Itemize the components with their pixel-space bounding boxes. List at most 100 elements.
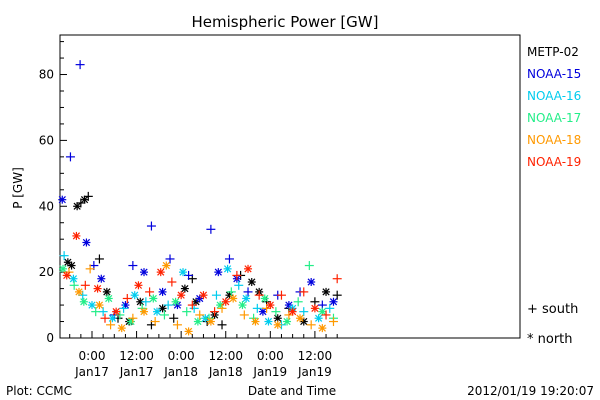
x-axis-label: Date and Time — [248, 384, 336, 398]
legend-noaa-19: NOAA-19 — [527, 155, 581, 169]
x-tick-label: 12:00 — [298, 349, 333, 363]
point-noaa-19-south — [232, 270, 242, 280]
series-legend: METP-02 NOAA-15 NOAA-16 NOAA-17 NOAA-18 NOAA-… — [527, 45, 581, 169]
point-metp-02-north — [102, 287, 111, 296]
marker-legend: + south * north — [527, 302, 578, 347]
point-noaa-15-north — [58, 195, 67, 204]
point-noaa-17-north — [193, 317, 202, 326]
point-noaa-19-south — [122, 293, 132, 303]
point-noaa-15-south — [146, 221, 156, 231]
point-noaa-17-north — [79, 297, 88, 306]
point-noaa-15-north — [329, 297, 338, 306]
legend-noaa-16: NOAA-16 — [527, 89, 581, 103]
point-noaa-16-south — [299, 307, 309, 317]
x-tick-date-label: Jan17 — [74, 365, 109, 379]
point-metp-02-south — [94, 254, 104, 264]
point-noaa-17-north — [171, 297, 180, 306]
point-noaa-19-north — [288, 307, 297, 316]
point-noaa-16-south — [234, 280, 244, 290]
point-noaa-19-north — [72, 231, 81, 240]
point-noaa-19-north — [112, 307, 121, 316]
point-noaa-19-south — [167, 277, 177, 287]
point-noaa-15-north — [258, 307, 267, 316]
point-noaa-16-north — [108, 314, 117, 323]
point-noaa-17-south — [226, 287, 236, 297]
point-noaa-18-north — [251, 317, 260, 326]
point-noaa-19-south — [332, 274, 342, 284]
point-noaa-18-south — [85, 264, 95, 274]
point-noaa-19-south — [80, 280, 90, 290]
marker-legend-south: + south — [527, 302, 578, 317]
point-noaa-15-north — [307, 278, 316, 287]
point-noaa-15-north — [82, 238, 91, 247]
x-tick-label: 0:00 — [168, 349, 195, 363]
point-noaa-16-south — [325, 303, 335, 313]
point-noaa-19-north — [244, 264, 253, 273]
point-metp-02-north — [180, 284, 189, 293]
plot-frame — [59, 34, 521, 339]
point-noaa-19-north — [221, 297, 230, 306]
plot-timestamp: 2012/01/19 19:20:07 — [467, 384, 594, 398]
point-noaa-17-south — [69, 280, 79, 290]
point-noaa-19-south — [187, 300, 197, 310]
point-noaa-17-south — [293, 297, 303, 307]
point-noaa-15-north — [158, 287, 167, 296]
point-noaa-18-north — [140, 307, 149, 316]
x-tick-date-label: Jan19 — [297, 365, 332, 379]
x-axis: 0:00 Jan17 12:00 Jan17 0:00 Jan18 12:00 Jan18 0:… — [69, 331, 338, 379]
x-tick-label: 0:00 — [257, 349, 284, 363]
point-noaa-15-north — [214, 268, 223, 277]
point-noaa-19-south — [299, 287, 309, 297]
point-noaa-18-south — [106, 320, 116, 330]
legend-noaa-18: NOAA-18 — [527, 133, 581, 147]
point-noaa-18-north — [184, 327, 193, 336]
point-noaa-19-north — [156, 268, 165, 277]
point-metp-02-north — [80, 195, 89, 204]
point-noaa-15-south — [75, 60, 85, 70]
x-tick-date-label: Jan19 — [252, 365, 287, 379]
marker-legend-north: * north — [527, 332, 573, 347]
point-noaa-15-north — [284, 301, 293, 310]
point-noaa-17-north — [283, 317, 292, 326]
point-noaa-16-north — [179, 268, 188, 277]
y-tick-label: 20 — [39, 265, 54, 279]
point-noaa-19-north — [134, 281, 143, 290]
point-noaa-17-south — [182, 307, 192, 317]
y-tick-label: 0 — [46, 331, 54, 345]
point-noaa-17-north — [260, 294, 269, 303]
point-noaa-18-north — [296, 314, 305, 323]
point-noaa-15-north — [173, 301, 182, 310]
point-noaa-18-north — [95, 301, 104, 310]
point-noaa-18-north — [229, 294, 238, 303]
plot-credit: Plot: CCMC — [6, 384, 72, 398]
point-metp-02-south — [83, 191, 93, 201]
point-noaa-16-south — [163, 300, 173, 310]
x-tick-label: 0:00 — [79, 349, 106, 363]
point-noaa-17-south — [91, 307, 101, 317]
x-tick-label: 12:00 — [119, 349, 154, 363]
legend-metp-02: METP-02 — [527, 45, 579, 59]
x-tick-date-label: Jan17 — [119, 365, 154, 379]
point-noaa-16-north — [88, 301, 96, 310]
y-axis: 0 20 40 60 80 — [39, 41, 67, 345]
point-noaa-18-north — [74, 287, 83, 296]
y-tick-label: 40 — [39, 199, 54, 213]
point-noaa-15-north — [195, 294, 204, 303]
point-noaa-16-north — [314, 314, 323, 323]
point-noaa-17-north — [149, 294, 158, 303]
point-noaa-17-south — [159, 310, 169, 320]
point-noaa-18-north — [162, 261, 171, 270]
point-noaa-16-north — [223, 264, 232, 273]
point-noaa-16-north — [264, 317, 273, 326]
point-noaa-18-south — [172, 320, 182, 330]
y-axis-label: P [GW] — [11, 167, 25, 209]
point-noaa-16-south — [211, 290, 221, 300]
legend-noaa-15: NOAA-15 — [527, 67, 581, 81]
point-noaa-18-south — [195, 310, 205, 320]
point-noaa-16-north — [153, 307, 162, 316]
point-noaa-15-south — [165, 254, 175, 264]
point-noaa-16-south — [141, 297, 151, 307]
point-noaa-19-south — [145, 287, 155, 297]
point-noaa-16-north — [130, 291, 139, 300]
